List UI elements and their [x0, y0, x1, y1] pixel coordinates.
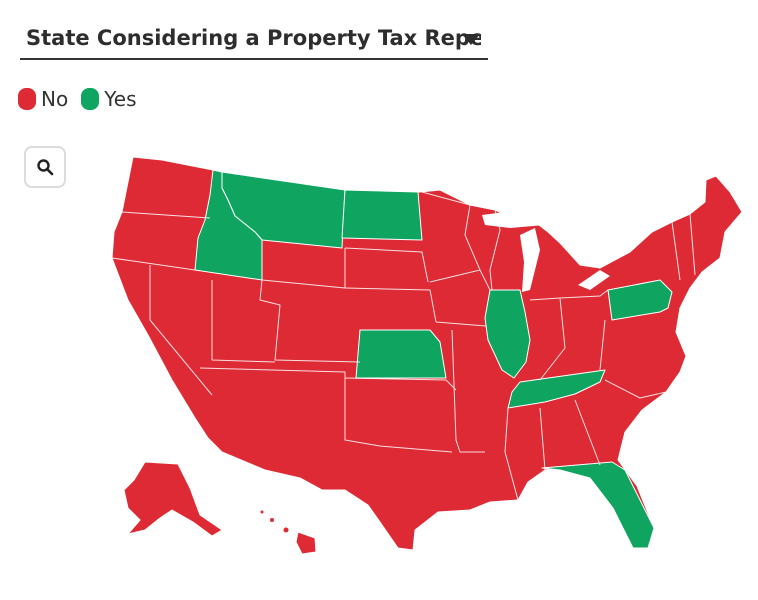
caret-down-icon	[462, 34, 480, 45]
state-north-dakota[interactable]	[341, 189, 423, 241]
search-icon	[37, 159, 54, 176]
state-florida[interactable]	[541, 461, 655, 549]
legend: No Yes	[18, 86, 150, 112]
hawaii-island[interactable]	[269, 517, 275, 523]
state-pennsylvania[interactable]	[607, 279, 673, 321]
state-tennessee[interactable]	[507, 369, 606, 409]
state-borders	[111, 191, 696, 501]
legend-label-no: No	[41, 87, 69, 111]
state-hawaii[interactable]	[295, 531, 317, 555]
legend-item-yes[interactable]: Yes	[81, 87, 137, 111]
lake-michigan	[520, 228, 540, 292]
zoom-button[interactable]	[24, 146, 66, 188]
legend-item-no[interactable]: No	[18, 87, 68, 111]
state-idaho[interactable]	[194, 169, 263, 281]
hawaii-island[interactable]	[259, 509, 265, 515]
legend-swatch-yes	[81, 88, 100, 110]
map-variable-select[interactable]: State Considering a Property Tax Repeal?	[20, 18, 488, 60]
lake-superior	[482, 210, 545, 228]
lake-erie	[578, 270, 610, 290]
legend-swatch-no	[18, 88, 36, 110]
state-kansas[interactable]	[355, 329, 447, 379]
legend-label-yes: Yes	[104, 87, 137, 111]
state-alaska[interactable]	[123, 461, 223, 537]
hawaii-island[interactable]	[282, 526, 290, 534]
selected-variable-label: State Considering a Property Tax Repeal?	[26, 26, 481, 50]
state-illinois[interactable]	[484, 289, 531, 379]
